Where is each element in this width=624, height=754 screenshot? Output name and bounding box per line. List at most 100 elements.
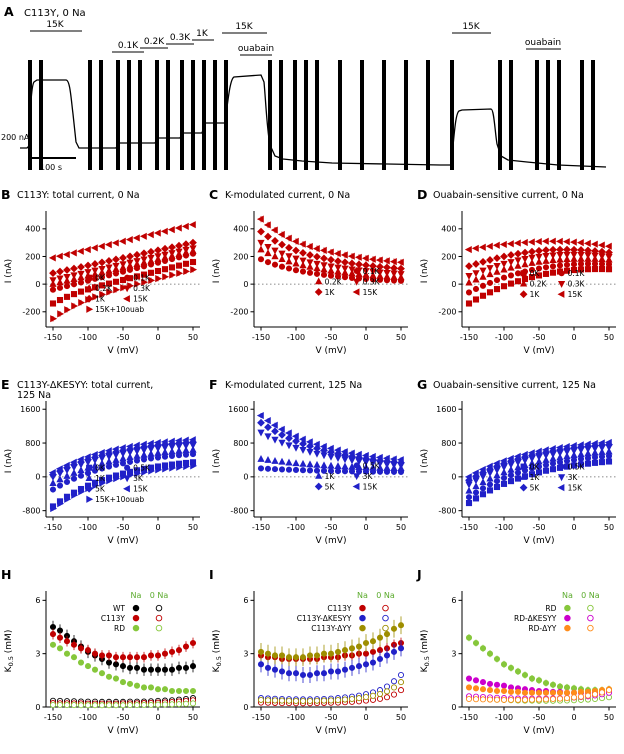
panel-f-k-modulated-current-125na: -150 -100 -50 0 50 -800 0 800 1600 F K-modulated c…: [208, 375, 416, 565]
svg-text:I (nA): I (nA): [420, 449, 430, 473]
svg-text:C113Y: C113Y: [327, 604, 352, 613]
svg-text:15K: 15K: [568, 483, 584, 492]
svg-text:1K: 1K: [95, 474, 106, 483]
svg-text:V (mV): V (mV): [524, 346, 555, 356]
svg-text:15K: 15K: [462, 22, 480, 32]
svg-text:200: 200: [25, 252, 40, 261]
svg-text:D: D: [417, 187, 427, 202]
svg-text:I (nA): I (nA): [212, 259, 222, 283]
svg-text:H: H: [1, 567, 11, 582]
svg-text:1K: 1K: [95, 295, 106, 304]
svg-text:800: 800: [25, 439, 40, 448]
svg-text:400: 400: [441, 225, 456, 234]
svg-text:C113Y-ΔYY: C113Y-ΔYY: [311, 624, 352, 633]
svg-text:1600: 1600: [436, 405, 456, 414]
svg-text:-100: -100: [79, 523, 97, 532]
svg-text:15K: 15K: [363, 482, 379, 491]
svg-text:-100: -100: [287, 333, 305, 342]
svg-text:3K: 3K: [568, 473, 579, 482]
panel-a-recording-trace: A C113Y, 0 Na 15K 0.1K 0.2K 0.3K 1K 15K ouabain 1…: [0, 0, 624, 185]
svg-text:6: 6: [35, 596, 40, 605]
svg-text:-100: -100: [287, 713, 305, 722]
svg-text:0: 0: [451, 280, 456, 289]
svg-text:50: 50: [604, 333, 614, 342]
svg-text:0.2K: 0.2K: [144, 37, 165, 47]
svg-text:3K: 3K: [133, 474, 144, 483]
svg-text:C113Y, 0 Na: C113Y, 0 Na: [24, 8, 86, 19]
svg-text:800: 800: [441, 439, 456, 448]
svg-text:-150: -150: [460, 713, 478, 722]
svg-text:ouabain: ouabain: [525, 38, 561, 48]
svg-text:C: C: [209, 187, 218, 202]
svg-text:0: 0: [363, 713, 368, 722]
svg-text:0.3K: 0.3K: [568, 280, 586, 289]
svg-text:0K: 0K: [95, 464, 106, 473]
svg-text:0: 0: [451, 473, 456, 482]
svg-text:-100: -100: [495, 333, 513, 342]
svg-text:-800: -800: [22, 506, 40, 515]
svg-text:200 nA: 200 nA: [1, 133, 30, 142]
svg-text:Ouabain-sensitive current, 0 N: Ouabain-sensitive current, 0 Na: [433, 190, 584, 201]
svg-text:-50: -50: [324, 713, 337, 722]
panel-h-k05-wt-c113y-rd: -150 -100 -50 0 50 0 3 6 H V (mV) K0.5 (mM) Na 0 Na W…: [0, 565, 208, 754]
svg-text:0.2K: 0.2K: [95, 284, 113, 293]
svg-text:-200: -200: [230, 308, 248, 317]
svg-text:15K: 15K: [133, 485, 149, 494]
svg-text:0.1K: 0.1K: [118, 41, 139, 51]
svg-text:0 Na: 0 Na: [376, 591, 395, 600]
svg-text:I (nA): I (nA): [420, 259, 430, 283]
svg-text:0.2K: 0.2K: [325, 277, 343, 286]
svg-text:0: 0: [35, 473, 40, 482]
svg-text:1K: 1K: [325, 472, 336, 481]
svg-text:5K: 5K: [95, 485, 106, 494]
svg-text:Na: Na: [562, 591, 573, 600]
svg-text:B: B: [1, 187, 11, 202]
svg-text:0: 0: [571, 523, 576, 532]
svg-text:I (nA): I (nA): [4, 449, 14, 473]
svg-text:-50: -50: [116, 523, 129, 532]
svg-text:-200: -200: [22, 308, 40, 317]
svg-text:J: J: [416, 567, 422, 582]
svg-text:200: 200: [441, 252, 456, 261]
svg-text:125 Na: 125 Na: [17, 390, 51, 401]
svg-text:0: 0: [243, 473, 248, 482]
svg-text:15K: 15K: [133, 295, 149, 304]
svg-text:800: 800: [233, 439, 248, 448]
svg-text:0.5K: 0.5K: [133, 464, 151, 473]
row-efg: -150 -100 -50 0 50 -800 0 800 1600 E C113Y-ΔKESYY:…: [0, 375, 624, 565]
svg-text:6: 6: [243, 596, 248, 605]
svg-text:50: 50: [188, 523, 198, 532]
svg-text:-50: -50: [532, 523, 545, 532]
svg-text:K0.5 (mM): K0.5 (mM): [420, 630, 431, 673]
svg-text:-150: -150: [252, 333, 270, 342]
svg-text:5K: 5K: [530, 483, 541, 492]
svg-text:0: 0: [243, 703, 248, 712]
svg-text:-50: -50: [532, 713, 545, 722]
svg-text:0.3K: 0.3K: [363, 277, 381, 286]
svg-text:0.5K: 0.5K: [568, 462, 586, 471]
svg-text:0 Na: 0 Na: [581, 591, 600, 600]
panel-c-k-modulated-current-0na: -150 -100 -50 0 50 -200 0 200 400 C K-modulated cu…: [208, 185, 416, 375]
svg-text:3: 3: [451, 649, 456, 658]
svg-text:0K: 0K: [530, 462, 541, 471]
svg-text:3: 3: [243, 649, 248, 658]
svg-text:15K: 15K: [363, 288, 379, 297]
svg-text:I: I: [209, 567, 214, 582]
svg-text:0.1K: 0.1K: [133, 274, 151, 283]
svg-text:400: 400: [25, 225, 40, 234]
svg-text:I (nA): I (nA): [212, 449, 222, 473]
svg-text:1600: 1600: [20, 405, 40, 414]
svg-text:0 Na: 0 Na: [150, 591, 169, 600]
svg-text:0.3K: 0.3K: [170, 33, 191, 43]
svg-text:50: 50: [604, 713, 614, 722]
svg-text:-50: -50: [324, 523, 337, 532]
svg-text:-100: -100: [287, 523, 305, 532]
svg-text:0.3K: 0.3K: [133, 284, 151, 293]
svg-text:C113Y: total current, 0 Na: C113Y: total current, 0 Na: [17, 190, 140, 201]
svg-text:-100: -100: [495, 523, 513, 532]
svg-text:50: 50: [396, 333, 406, 342]
svg-text:V (mV): V (mV): [524, 536, 555, 546]
svg-text:3: 3: [35, 649, 40, 658]
panel-i-k05-c113y-mutants: -150 -100 -50 0 50 0 3 6 I V (mV) K0.5 (mM) Na 0 Na C…: [208, 565, 416, 754]
